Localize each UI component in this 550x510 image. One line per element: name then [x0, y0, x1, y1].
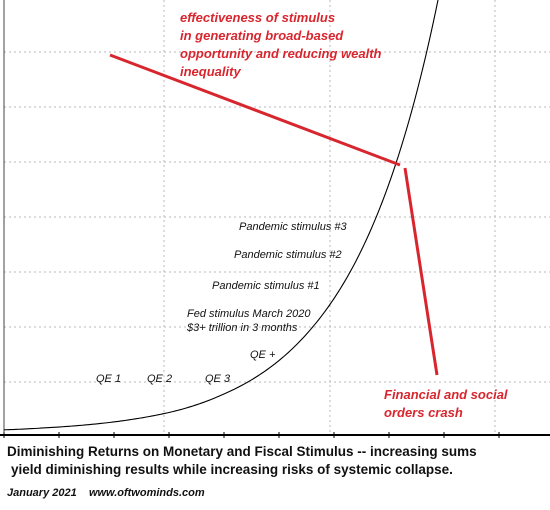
- label-qe2: QE 2: [147, 373, 172, 385]
- label-qe-plus: QE +: [250, 349, 276, 361]
- label-qe3: QE 3: [205, 373, 231, 385]
- effectiveness-decline-line: [109, 53, 401, 167]
- label-fed-stimulus: Fed stimulus March 2020: [187, 308, 311, 320]
- label-pandemic-2: Pandemic stimulus #2: [234, 249, 342, 261]
- label-fed-amount: $3+ trillion in 3 months: [186, 322, 298, 334]
- label-qe1: QE 1: [96, 373, 121, 385]
- caption-line-2: yield diminishing results while increasi…: [11, 462, 453, 477]
- grid-lines: [4, 0, 550, 435]
- crash-annotation: Financial and social orders crash: [384, 387, 511, 420]
- caption-source: January 2021 www.oftwominds.com: [7, 487, 205, 499]
- crash-line: [403, 167, 439, 376]
- label-pandemic-3: Pandemic stimulus #3: [239, 221, 347, 233]
- caption-line-1: Diminishing Returns on Monetary and Fisc…: [7, 444, 477, 459]
- effectiveness-annotation: effectiveness of stimulus in generating …: [180, 10, 385, 79]
- stimulus-curve: [3, 0, 439, 431]
- x-axis-ticks: [3, 432, 500, 438]
- label-pandemic-1: Pandemic stimulus #1: [212, 280, 320, 292]
